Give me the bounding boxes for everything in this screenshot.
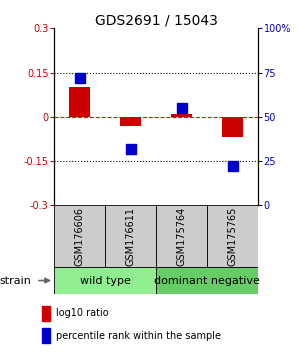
Bar [54, 267, 156, 294]
Text: GSM176611: GSM176611 [125, 206, 136, 266]
Bar [42, 328, 50, 343]
Point [128, 146, 133, 152]
Bar [69, 87, 90, 117]
Text: dominant negative: dominant negative [154, 275, 260, 286]
Bar [207, 205, 258, 267]
Point [179, 105, 184, 111]
Text: log10 ratio: log10 ratio [56, 308, 108, 318]
Text: GSM175764: GSM175764 [176, 206, 187, 266]
Text: wild type: wild type [80, 275, 130, 286]
Bar [105, 205, 156, 267]
Bar [156, 267, 258, 294]
Text: strain: strain [0, 275, 31, 286]
Bar [42, 306, 50, 321]
Point [230, 164, 235, 169]
Bar [222, 117, 243, 137]
Point [77, 75, 82, 81]
Bar [171, 114, 192, 117]
Bar [54, 205, 105, 267]
Text: GSM176606: GSM176606 [74, 206, 85, 266]
Bar [156, 205, 207, 267]
Text: percentile rank within the sample: percentile rank within the sample [56, 331, 220, 341]
Bar [120, 117, 141, 126]
Text: GSM175765: GSM175765 [227, 206, 238, 266]
Title: GDS2691 / 15043: GDS2691 / 15043 [94, 13, 218, 27]
